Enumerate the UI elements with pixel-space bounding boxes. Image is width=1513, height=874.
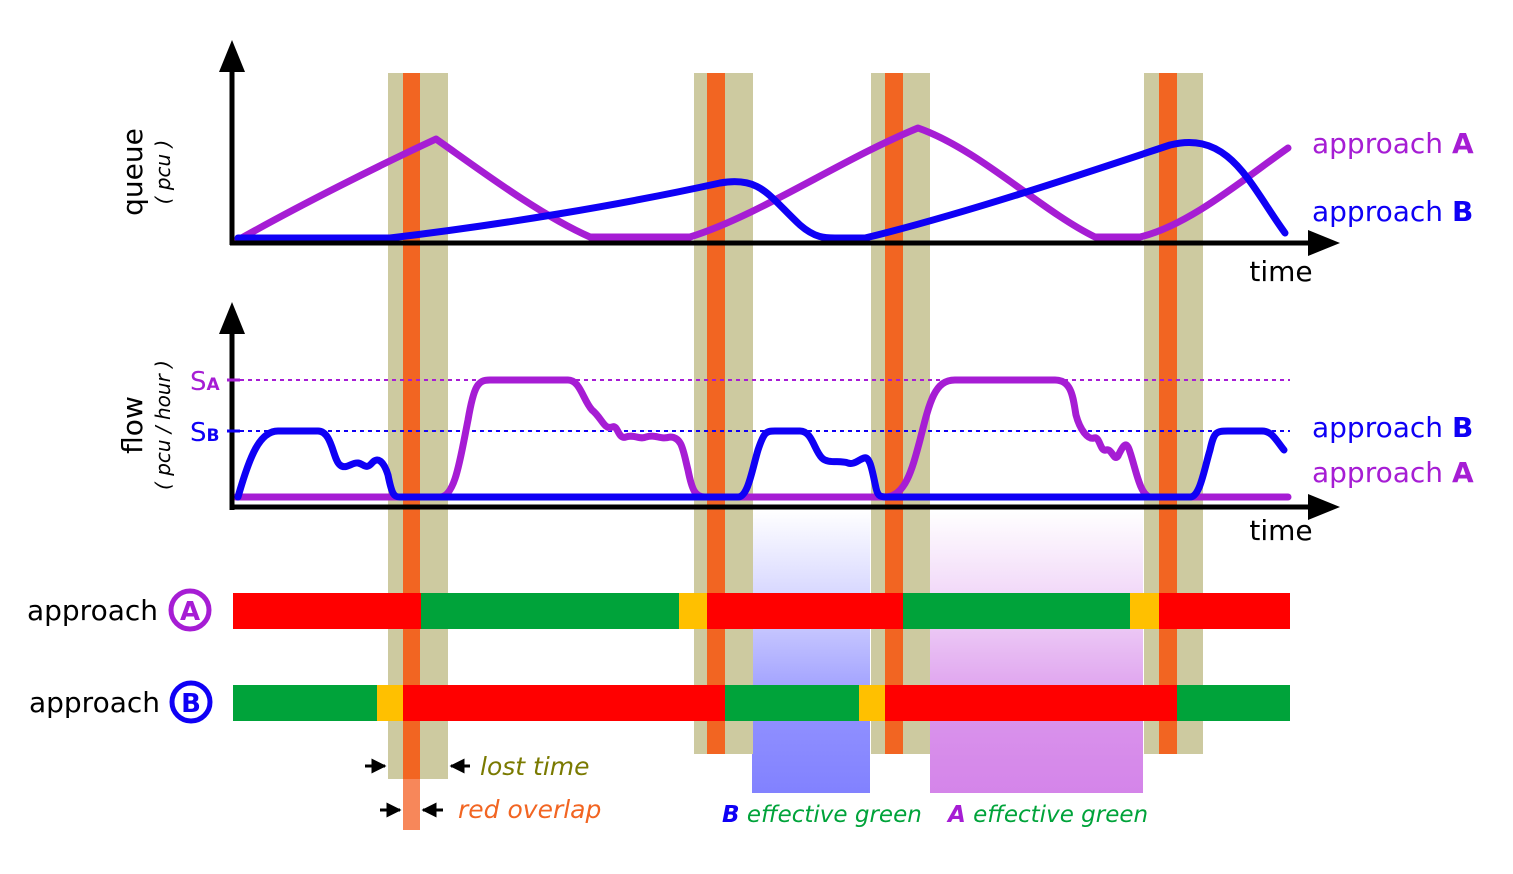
phase-green <box>903 593 1130 629</box>
queue-y-label: queue <box>116 128 149 216</box>
approach-A-badge-letter: A <box>180 597 200 627</box>
red-overlap-label: red overlap <box>458 795 601 824</box>
phase-red <box>233 593 421 629</box>
queue-y-axis-arrow-icon <box>219 40 245 72</box>
phase-amber <box>679 593 707 629</box>
lost-time-label: lost time <box>480 752 590 781</box>
phase-green <box>725 685 859 721</box>
phase-amber <box>1130 593 1159 629</box>
queue-y-unit: ( pcu ) <box>151 140 175 205</box>
red-overlap-band <box>1159 73 1177 754</box>
red-overlap-band <box>707 73 725 754</box>
B-effective-green-label: B effective green <box>722 802 922 828</box>
approach-B-badge-icon <box>169 680 213 724</box>
phase-red <box>885 685 1177 721</box>
phase-green <box>1177 685 1290 721</box>
saturation-label-B: SB <box>190 418 219 448</box>
flow-legend-approach-A: approach A <box>1312 456 1474 489</box>
flow-y-unit: ( pcu / hour ) <box>151 360 175 490</box>
B-effective-green-band <box>752 510 870 793</box>
queue-legend-approach-A: approach A <box>1312 127 1474 160</box>
phase-red <box>1159 593 1290 629</box>
phase-red <box>707 593 903 629</box>
queue-legend-approach-B: approach B <box>1312 195 1473 228</box>
approach-B-badge-letter: B <box>181 689 201 719</box>
red-overlap-band <box>885 73 903 754</box>
red-overlap-band <box>403 779 420 830</box>
red-overlap-band <box>403 73 420 779</box>
signal-row-A-label: approach <box>27 594 158 627</box>
flow-panel: SA SB flow ( pcu / hour ) time approach … <box>116 302 1474 547</box>
flow-x-label: time <box>1249 514 1312 547</box>
A-effective-green-band <box>930 510 1143 793</box>
lost-time-annotation: lost time <box>365 752 590 781</box>
phase-green <box>421 593 679 629</box>
approach-A-badge-icon <box>168 588 212 632</box>
phase-amber <box>377 685 403 721</box>
signal-row-B: approach B <box>29 680 1290 724</box>
signal-row-B-label: approach <box>29 686 160 719</box>
flow-curve-approach-B <box>234 427 1288 501</box>
flow-y-label: flow <box>116 396 149 454</box>
queue-x-axis-arrow-icon <box>1308 230 1340 256</box>
queue-x-label: time <box>1249 255 1312 288</box>
saturation-label-A: SA <box>190 367 221 397</box>
queue-curve-approach-B <box>234 139 1289 242</box>
signal-row-A: approach A <box>27 588 1290 632</box>
phase-amber <box>859 685 885 721</box>
flow-y-axis-arrow-icon <box>219 302 245 334</box>
red-overlap-annotation: red overlap <box>380 795 601 824</box>
queue-panel: queue ( pcu ) time approach A approach B <box>116 40 1474 288</box>
queue-curve-approach-A <box>234 124 1292 244</box>
phase-green <box>233 685 377 721</box>
A-effective-green-label: A effective green <box>946 802 1148 828</box>
phase-red <box>403 685 725 721</box>
flow-x-axis-arrow-icon <box>1308 494 1340 520</box>
flow-legend-approach-B: approach B <box>1312 411 1473 444</box>
